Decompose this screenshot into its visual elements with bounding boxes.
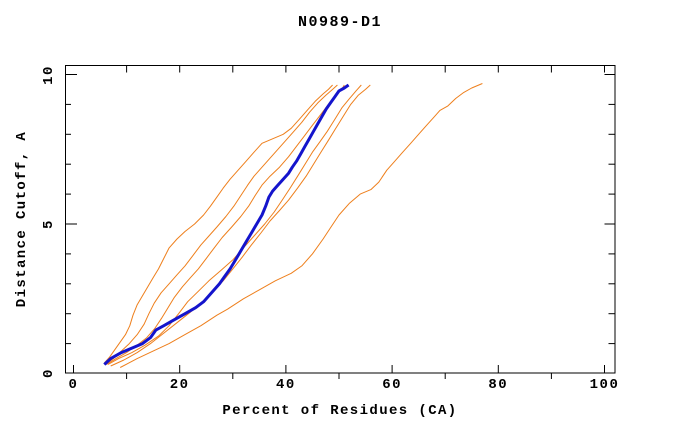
- series-model-6: [119, 83, 483, 368]
- y-tick-label: 5: [41, 219, 57, 229]
- x-axis-label: Percent of Residues (CA): [222, 403, 458, 419]
- x-tick-label: 60: [382, 377, 402, 393]
- series-best-model: [103, 83, 350, 366]
- y-axis-label: Distance Cutoff, A: [14, 130, 30, 308]
- y-tick-label: 10: [41, 64, 57, 85]
- x-tick-label: 80: [488, 377, 509, 393]
- x-tick-label: 0: [68, 377, 79, 393]
- x-tick-label: 100: [589, 377, 620, 393]
- series-model-5: [110, 84, 371, 367]
- y-tick-label: 0: [41, 368, 57, 378]
- series-model-1: [103, 84, 333, 364]
- plot-frame: [65, 65, 616, 374]
- x-tick-label: 40: [275, 377, 296, 393]
- series-model-3: [106, 84, 345, 365]
- chart-title: N0989-D1: [297, 14, 382, 31]
- series-model-2: [105, 84, 338, 365]
- series-model-4: [107, 84, 362, 365]
- x-tick-label: 20: [169, 377, 190, 393]
